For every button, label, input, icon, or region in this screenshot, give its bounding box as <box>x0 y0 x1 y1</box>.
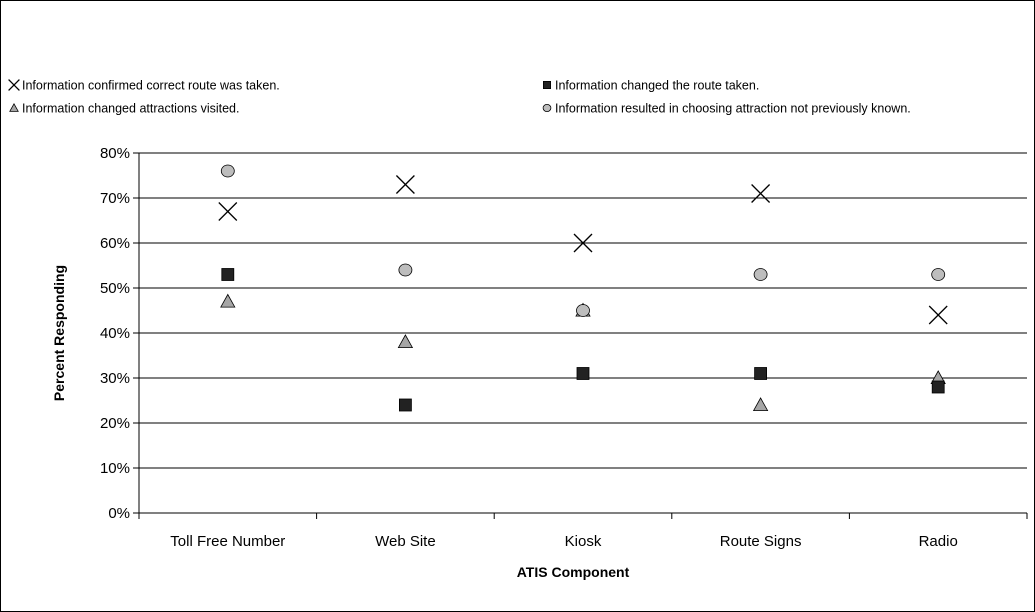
data-points <box>218 164 948 412</box>
y-tick-label: 20% <box>100 415 130 432</box>
legend-item: Information changed attractions visited. <box>9 102 239 116</box>
x-axis-title: ATIS Component <box>517 564 630 580</box>
x-marker-stroke <box>751 184 771 203</box>
x-marker-stroke <box>218 202 238 221</box>
y-tick-label: 10% <box>100 460 130 477</box>
legend: Information confirmed correct route was … <box>8 79 911 116</box>
data-point-triangle <box>220 293 236 308</box>
y-tick-label: 40% <box>100 325 130 342</box>
y-axis-title: Percent Responding <box>51 265 67 401</box>
legend-marker-triangle <box>9 102 19 112</box>
legend-marker-circle <box>542 104 552 113</box>
y-tick-label: 50% <box>100 280 130 297</box>
legend-label: Information changed the route taken. <box>555 79 759 93</box>
data-point-circle <box>931 268 946 281</box>
x-tick-label: Radio <box>919 533 958 550</box>
data-point-triangle <box>397 334 414 349</box>
data-point-x <box>395 175 415 194</box>
data-point-circle <box>398 263 413 277</box>
data-point-x <box>751 184 771 203</box>
legend-item: Information resulted in choosing attract… <box>542 102 911 116</box>
x-tick-label: Route Signs <box>720 533 802 550</box>
data-point-circle <box>576 304 590 317</box>
legend-item: Information changed the route taken. <box>543 79 759 93</box>
data-point-square <box>931 380 945 394</box>
x-tick-label: Web Site <box>375 533 436 550</box>
data-point-circle <box>220 164 235 178</box>
legend-item: Information confirmed correct route was … <box>8 79 280 93</box>
y-tick-label: 60% <box>100 235 130 252</box>
legend-label: Information confirmed correct route was … <box>22 79 280 93</box>
legend-marker-x <box>8 79 20 91</box>
y-tick-label: 70% <box>100 190 130 207</box>
data-point-square <box>398 398 412 412</box>
x-tick-label: Kiosk <box>565 533 602 550</box>
legend-label: Information resulted in choosing attract… <box>555 102 911 116</box>
tick-labels: 0% 10% 20% 30% 40% 50% 60% 70% 80% Toll Free Numb… <box>100 145 958 550</box>
data-point-square <box>576 367 590 380</box>
data-point-x <box>573 233 593 253</box>
y-tick-label: 80% <box>100 145 130 162</box>
legend-label: Information changed attractions visited. <box>22 102 239 116</box>
data-point-x <box>928 305 948 325</box>
axes <box>133 152 1028 519</box>
x-tick-label: Toll Free Number <box>170 533 285 550</box>
data-point-triangle <box>752 397 769 412</box>
data-point-circle <box>753 268 768 281</box>
x-marker-stroke <box>928 305 948 325</box>
x-marker-stroke <box>573 233 593 253</box>
x-marker-stroke <box>8 79 20 91</box>
legend-marker-square <box>543 81 552 90</box>
y-tick-label: 30% <box>100 370 130 387</box>
y-tick-label: 0% <box>108 505 130 522</box>
data-point-x <box>218 202 238 221</box>
x-marker-stroke <box>395 175 415 194</box>
data-point-square <box>221 268 235 281</box>
data-point-square <box>754 367 767 380</box>
